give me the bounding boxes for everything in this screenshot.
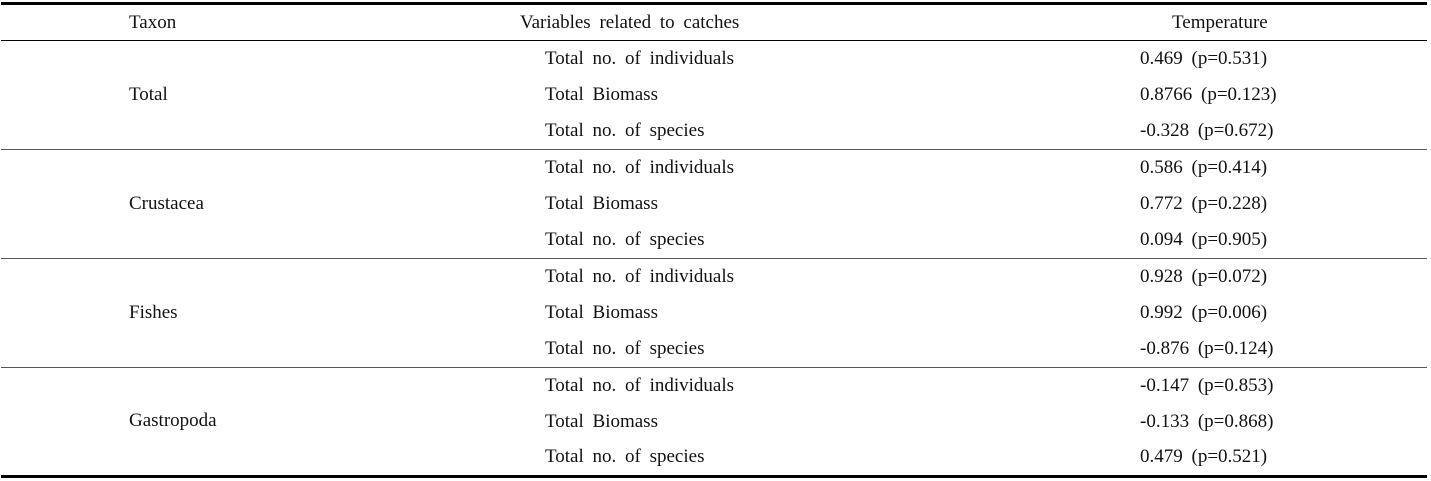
- temperature-cell: -0.328 (p=0.672): [1140, 119, 1274, 141]
- table-row: Crustacea Total no. of individuals 0.586…: [1, 149, 1427, 214]
- variable-cell: Total no. of individuals: [545, 374, 735, 396]
- variable-cell: Total Biomass: [545, 410, 658, 432]
- variable-cell: Total Biomass: [545, 83, 658, 105]
- variable-cell: Total Biomass: [545, 192, 658, 214]
- table-row: Total Biomass 0.992 (p=0.006): [1, 295, 1427, 331]
- temperature-cell: -0.147 (p=0.853): [1140, 374, 1274, 396]
- variable-cell: Total no. of species: [545, 446, 705, 468]
- table-row: Total no. of species -0.328 (p=0.672): [1, 113, 1427, 149]
- table-row: Total Biomass -0.133 (p=0.868): [1, 403, 1427, 439]
- temperature-cell: 0.928 (p=0.072): [1140, 265, 1268, 287]
- temperature-cell: 0.469 (p=0.531): [1140, 47, 1268, 69]
- group-fishes: Fishes Total no. of individuals 0.928 (p…: [1, 258, 1427, 368]
- header-taxon: Taxon: [1, 3, 441, 41]
- variable-cell: Total no. of species: [545, 337, 705, 359]
- variable-cell: Total no. of species: [545, 119, 705, 141]
- variable-cell: Total no. of individuals: [545, 156, 735, 178]
- table-row: Fishes Total no. of individuals 0.928 (p…: [1, 258, 1427, 323]
- group-total: Total Total no. of individuals 0.469 (p=…: [1, 41, 1427, 150]
- group-gastropoda: Gastropoda Total no. of individuals -0.1…: [1, 367, 1427, 477]
- temperature-cell: 0.992 (p=0.006): [1140, 301, 1268, 323]
- temperature-cell: 0.479 (p=0.521): [1140, 446, 1268, 468]
- table-row: Total Biomass 0.8766 (p=0.123): [1, 77, 1427, 113]
- temperature-cell: -0.876 (p=0.124): [1140, 337, 1274, 359]
- taxon-cell: Total: [129, 83, 168, 105]
- group-crustacea: Crustacea Total no. of individuals 0.586…: [1, 149, 1427, 259]
- temperature-cell: -0.133 (p=0.868): [1140, 410, 1274, 432]
- temperature-cell: 0.772 (p=0.228): [1140, 192, 1268, 214]
- table-row: Total Total no. of individuals 0.469 (p=…: [1, 41, 1427, 105]
- variable-cell: Total no. of individuals: [545, 47, 735, 69]
- variable-cell: Total no. of species: [545, 228, 705, 250]
- taxon-cell: Fishes: [129, 301, 178, 323]
- table-row: Total Biomass 0.772 (p=0.228): [1, 186, 1427, 222]
- table-row: Total no. of species 0.094 (p=0.905): [1, 222, 1427, 258]
- temperature-cell: 0.094 (p=0.905): [1140, 228, 1268, 250]
- taxon-cell: Gastropoda: [129, 410, 217, 432]
- variable-cell: Total Biomass: [545, 301, 658, 323]
- table-row: Total no. of species 0.479 (p=0.521): [1, 440, 1427, 476]
- taxon-cell: Crustacea: [129, 192, 204, 214]
- temperature-cell: 0.8766 (p=0.123): [1140, 83, 1277, 105]
- table-header: Taxon Variables related to catches Tempe…: [1, 3, 1427, 41]
- temperature-cell: 0.586 (p=0.414): [1140, 156, 1268, 178]
- header-variables: Variables related to catches: [441, 3, 1021, 41]
- table-row: Gastropoda Total no. of individuals -0.1…: [1, 367, 1427, 432]
- header-row: Taxon Variables related to catches Tempe…: [1, 3, 1427, 41]
- variable-cell: Total no. of individuals: [545, 265, 735, 287]
- header-temperature: Temperature: [1021, 3, 1427, 41]
- table-row: Total no. of species -0.876 (p=0.124): [1, 331, 1427, 367]
